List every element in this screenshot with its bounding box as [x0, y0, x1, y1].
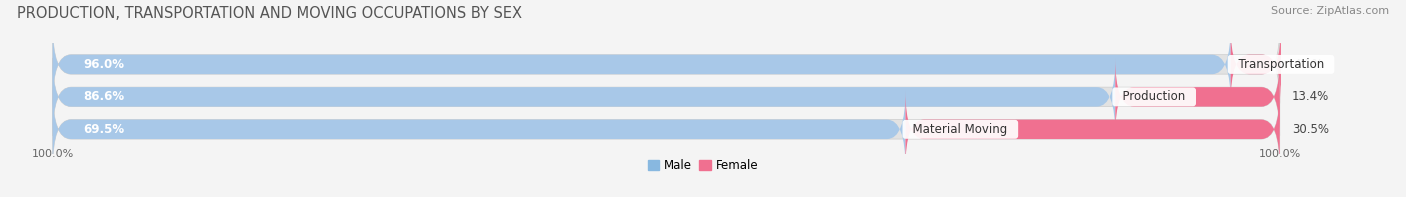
Text: PRODUCTION, TRANSPORTATION AND MOVING OCCUPATIONS BY SEX: PRODUCTION, TRANSPORTATION AND MOVING OC… [17, 6, 522, 21]
Text: Transportation: Transportation [1230, 58, 1331, 71]
Text: Production: Production [1115, 90, 1194, 103]
Text: Material Moving: Material Moving [905, 123, 1015, 136]
Text: 100.0%: 100.0% [31, 150, 73, 159]
FancyBboxPatch shape [52, 58, 1115, 136]
FancyBboxPatch shape [52, 58, 1279, 136]
Legend: Male, Female: Male, Female [648, 159, 758, 172]
Text: 4.1%: 4.1% [1294, 58, 1323, 71]
FancyBboxPatch shape [905, 90, 1279, 168]
FancyBboxPatch shape [1115, 58, 1279, 136]
Text: 69.5%: 69.5% [83, 123, 125, 136]
FancyBboxPatch shape [52, 90, 905, 168]
Text: 100.0%: 100.0% [1258, 150, 1301, 159]
Text: 30.5%: 30.5% [1292, 123, 1329, 136]
Text: 13.4%: 13.4% [1292, 90, 1329, 103]
FancyBboxPatch shape [52, 25, 1279, 103]
FancyBboxPatch shape [52, 25, 1230, 103]
FancyBboxPatch shape [52, 90, 1279, 168]
FancyBboxPatch shape [1230, 25, 1281, 103]
Text: 86.6%: 86.6% [83, 90, 125, 103]
Text: 96.0%: 96.0% [83, 58, 124, 71]
Text: Source: ZipAtlas.com: Source: ZipAtlas.com [1271, 6, 1389, 16]
